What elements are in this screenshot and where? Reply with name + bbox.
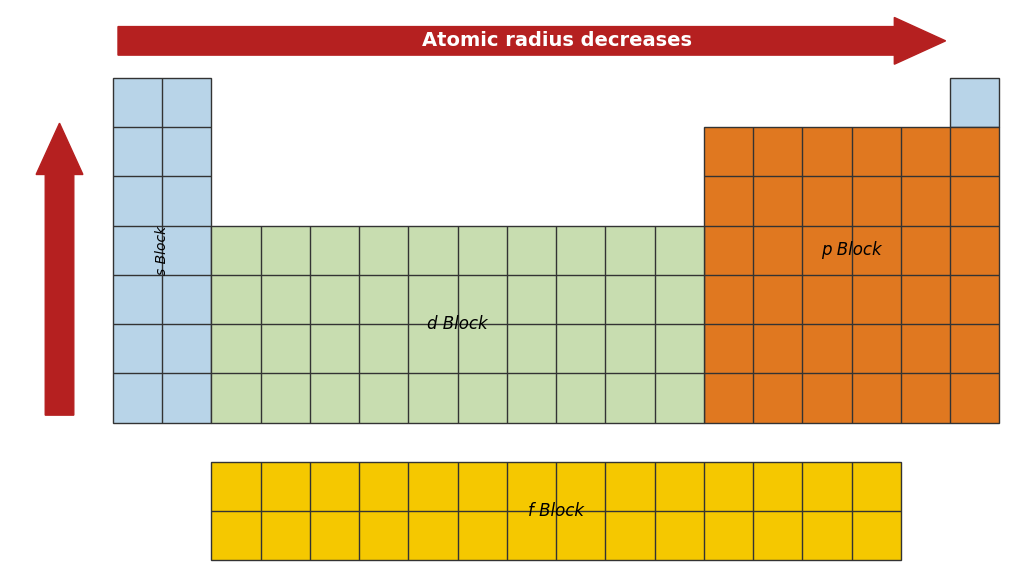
Text: d Block: d Block — [427, 315, 487, 333]
Text: p Block: p Block — [821, 241, 882, 259]
Bar — [211, 226, 703, 423]
Bar — [211, 462, 901, 560]
Bar — [703, 127, 999, 423]
Text: Atomic radius decreases: Atomic radius decreases — [423, 31, 692, 51]
Text: f Block: f Block — [528, 502, 584, 520]
Bar — [113, 78, 211, 423]
Text: s Block: s Block — [155, 226, 169, 275]
FancyArrow shape — [36, 123, 83, 415]
FancyArrow shape — [118, 17, 945, 64]
Bar — [950, 78, 999, 127]
